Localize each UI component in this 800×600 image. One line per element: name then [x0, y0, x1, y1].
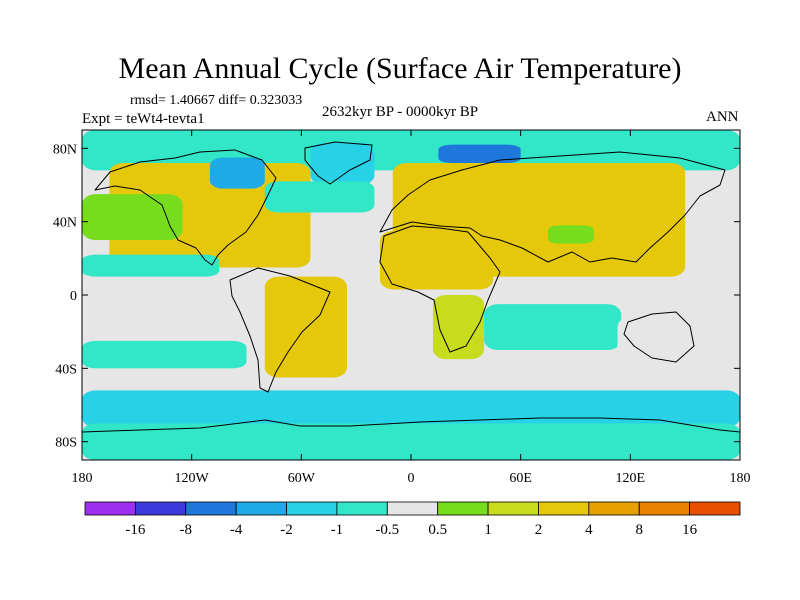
region-indian-ocean	[484, 304, 622, 350]
stats-text: rmsd= 1.40667 diff= 0.323033	[130, 93, 303, 108]
region-north-atlantic	[264, 181, 375, 213]
colorbar: -16 -8 -4 -2 -1 -0.5 0.5 1 2 4 8 16	[84, 501, 741, 538]
experiment-label: Expt = teWt4-tevta1	[82, 111, 205, 127]
region-north-pacific	[82, 194, 183, 240]
y-tick-label: 40N	[53, 216, 77, 231]
colorbar-swatch	[185, 501, 237, 516]
colorbar-label: 1	[484, 522, 492, 538]
coast-australia	[623, 311, 695, 363]
colorbar-label: -2	[280, 522, 293, 538]
colorbar-swatch	[336, 501, 388, 516]
colorbar-label: -16	[125, 522, 145, 538]
colorbar-label: -4	[230, 522, 243, 538]
map-field	[82, 130, 740, 460]
region-south-pacific	[82, 340, 247, 369]
coast-africa	[379, 225, 501, 353]
coast-eurasia	[379, 151, 726, 263]
region-tibet-cool-patch	[548, 225, 594, 244]
colorbar-label: 8	[635, 522, 643, 538]
colorbar-swatch	[437, 501, 489, 516]
colorbar-label: -0.5	[375, 522, 399, 538]
anomaly-regions	[82, 130, 740, 460]
x-tick-label: 120W	[175, 471, 210, 486]
region-south-america	[264, 276, 348, 378]
x-tick-label: 180	[730, 471, 751, 486]
x-tick-label: 60E	[509, 471, 532, 486]
colorbar-swatch	[689, 501, 741, 516]
chart-title: Mean Annual Cycle (Surface Air Temperatu…	[118, 52, 682, 85]
region-barents-cool-patch	[438, 144, 521, 163]
colorbar-swatch	[386, 501, 439, 516]
colorbar-label: 2	[535, 522, 543, 538]
colorbar-label: -1	[331, 522, 344, 538]
colorbar-label: 0.5	[428, 522, 447, 538]
coastline-outlines	[82, 141, 740, 433]
region-antarctica	[82, 423, 740, 460]
coast-antarctica	[82, 417, 740, 433]
x-tick-label: 180	[72, 471, 93, 486]
x-tick-label: 120E	[616, 471, 646, 486]
region-southern-africa	[432, 295, 485, 360]
region-greenland	[310, 142, 375, 185]
period-label: 2632kyr BP - 0000kyr BP	[322, 104, 479, 120]
colorbar-swatch	[286, 501, 338, 516]
region-central-atlantic	[328, 221, 393, 259]
region-southern-ocean	[82, 390, 740, 427]
coast-greenland	[304, 141, 373, 185]
y-tick-label: 80N	[53, 142, 77, 157]
colorbar-swatch	[638, 501, 691, 516]
x-axis: 180 120W 60W 0 60E 120E 180	[72, 130, 751, 486]
region-north-africa	[379, 230, 494, 290]
region-australia	[617, 317, 691, 365]
colorbar-swatch	[487, 501, 539, 516]
y-tick-label: 40S	[55, 362, 77, 377]
y-axis: 80N 40N 0 40S 80S	[53, 142, 740, 451]
coast-south-america	[229, 267, 331, 393]
colorbar-swatch	[84, 501, 136, 516]
region-north-america	[109, 163, 311, 268]
region-subtropical-pacific-north	[82, 254, 220, 277]
y-tick-label: 80S	[55, 436, 77, 451]
colorbar-swatch	[134, 501, 187, 516]
y-tick-label: 0	[70, 289, 77, 304]
colorbar-swatch	[538, 501, 590, 516]
x-tick-label: 60W	[288, 471, 316, 486]
x-tick-label: 0	[408, 471, 415, 486]
colorbar-label: -8	[180, 522, 193, 538]
colorbar-label: 16	[682, 522, 698, 538]
colorbar-swatch	[235, 501, 287, 516]
season-label: ANN	[706, 109, 739, 125]
region-canadian-arctic-cool-patch	[209, 157, 265, 189]
colorbar-swatch	[588, 501, 640, 516]
colorbar-label: 4	[585, 522, 593, 538]
coast-north-america	[94, 149, 277, 266]
